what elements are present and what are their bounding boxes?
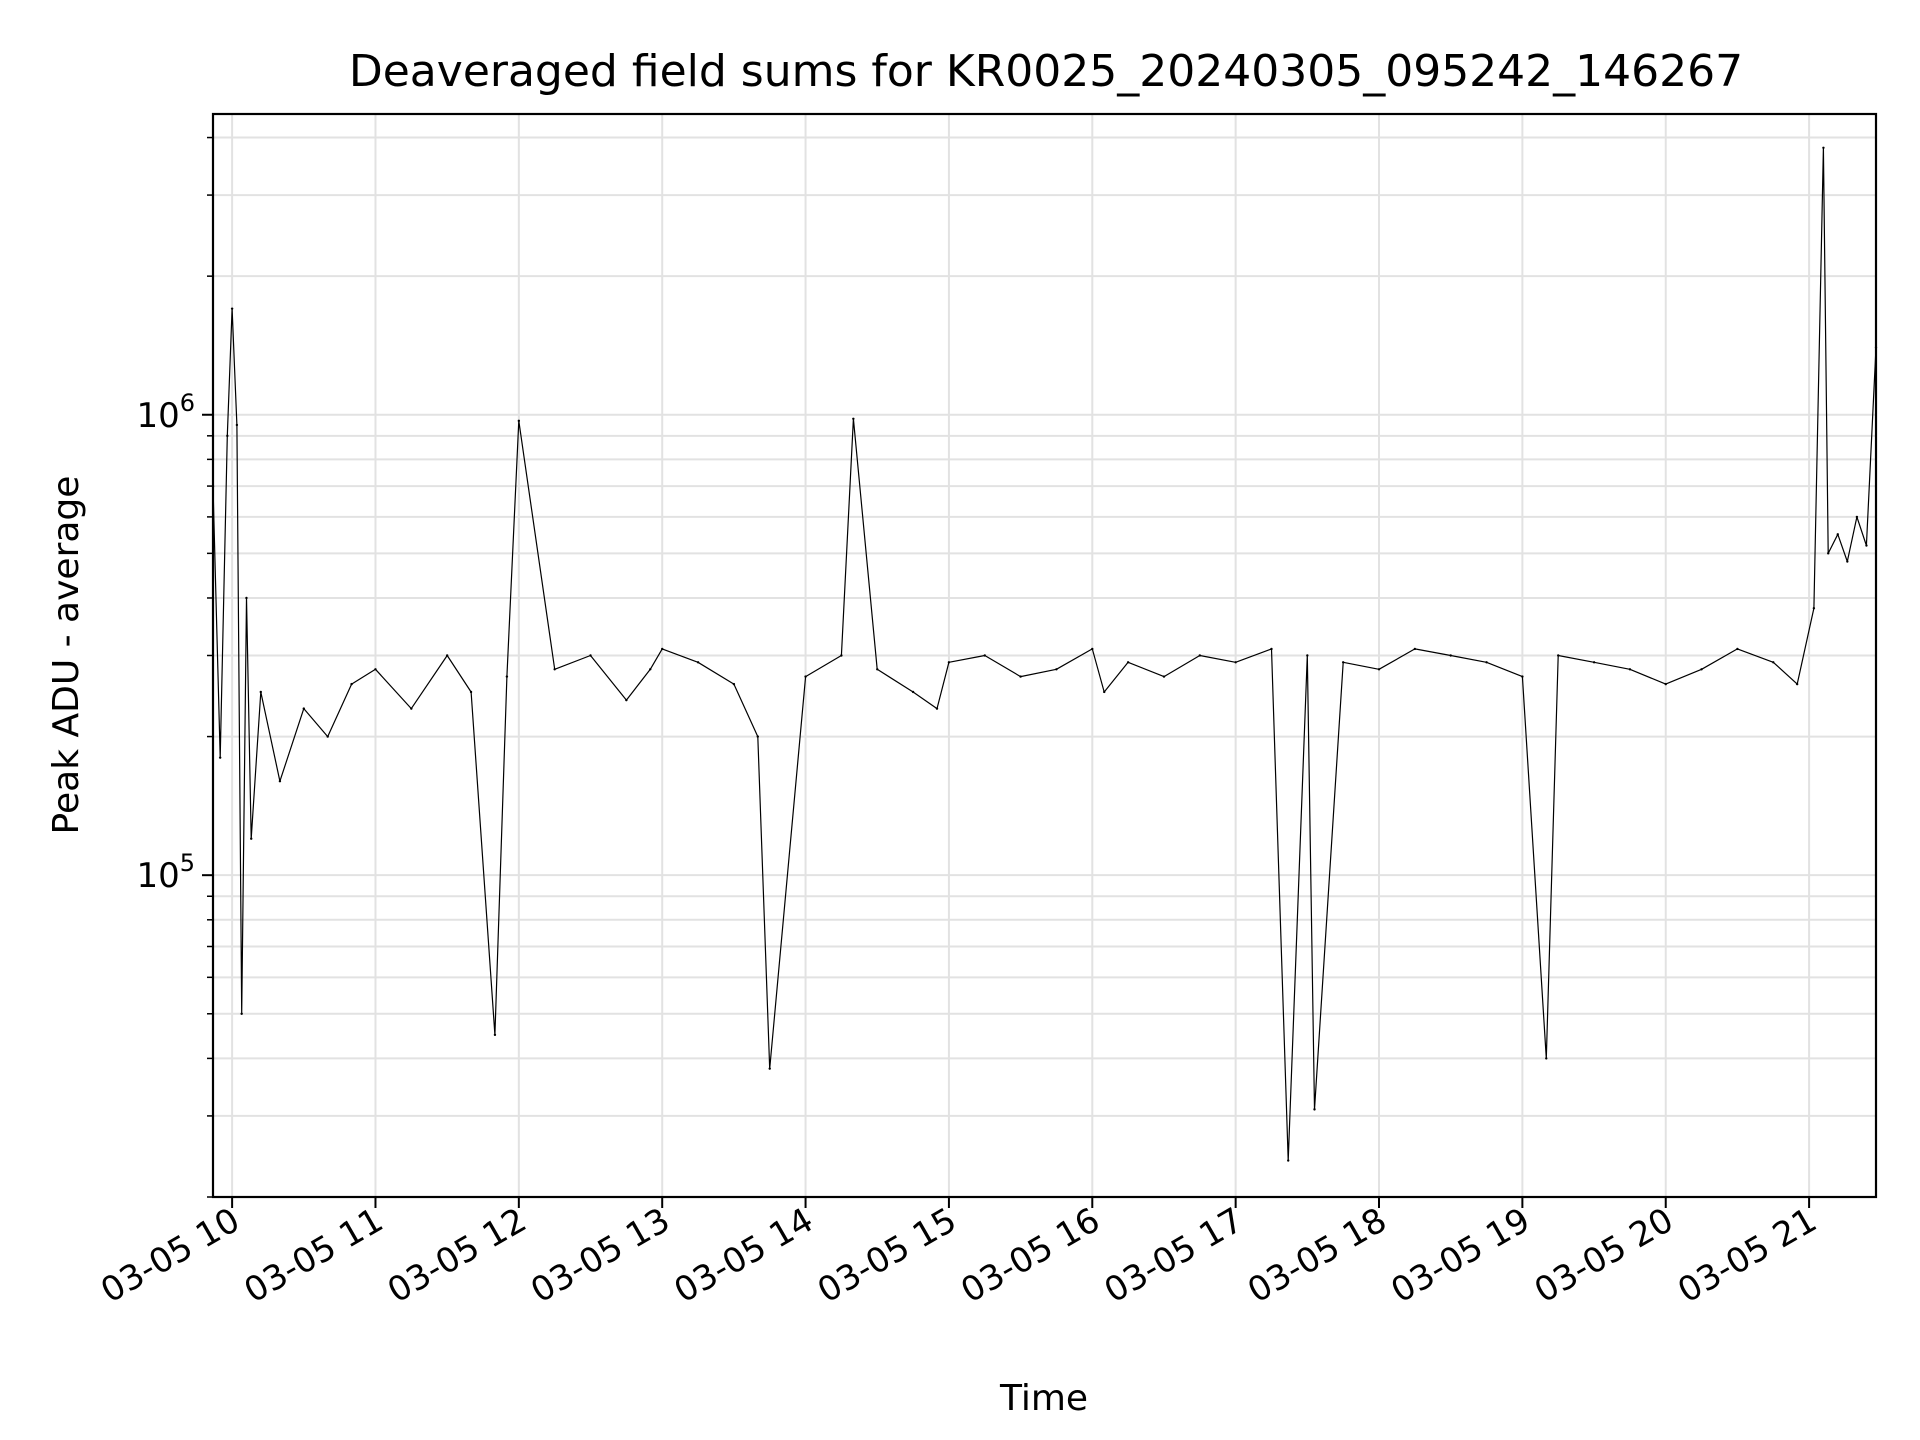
data-point [1855,515,1859,519]
data-point [1772,661,1775,664]
data-point [756,735,759,738]
x-axis-label: Time [999,1378,1088,1419]
data-point [876,668,879,671]
data-point [1846,560,1849,563]
data-point [505,675,509,678]
data-point [1628,668,1632,671]
data-point [1827,552,1830,555]
data-point [840,654,843,657]
data-point [768,1067,771,1070]
data-point [935,707,939,710]
data-point [245,596,248,600]
data-point [469,690,473,694]
data-point [1198,654,1202,657]
data-point [732,682,736,686]
data-point [235,423,239,427]
data-point [493,1033,497,1037]
data-point [1822,146,1825,150]
data-point [1545,1057,1548,1060]
data-point [1736,647,1739,651]
data-point [1377,668,1381,671]
series-line-group [211,146,1878,1162]
data-point [1306,654,1309,657]
data-point [230,307,234,310]
data-point [350,682,353,686]
data-point [1485,661,1488,664]
data-point [517,419,521,423]
y-axis: 105 106 [136,136,213,1198]
data-point [240,1012,243,1015]
data-point [1557,654,1560,657]
data-point [1592,661,1596,664]
data-point [1162,675,1166,678]
data-point [1019,675,1022,678]
data-point [911,690,915,694]
data-point [374,668,377,671]
data-point [302,707,305,710]
data-point [1341,661,1345,664]
grid [213,114,1876,1198]
data-point [947,661,951,664]
chart-title: Deaveraged field sums for KR0025_2024030… [349,46,1743,97]
data-point [1521,675,1524,678]
data-point [804,675,807,678]
data-point [625,698,628,702]
data-point [1091,647,1094,651]
data-point [983,654,986,657]
y-tick-label: 105 [136,849,195,896]
data-point [1313,1108,1316,1111]
y-axis-label: Peak ADU - average [46,476,87,835]
data-point [1795,682,1799,686]
data-point [1270,647,1273,651]
data-point [259,690,262,694]
series-line [212,147,1877,1162]
data-point [1664,682,1667,686]
data-point [1812,607,1816,610]
data-point [553,668,556,671]
data-point [278,779,282,783]
data-point [1413,647,1417,651]
data-point [410,707,413,710]
data-point [1836,533,1839,536]
data-point [1126,661,1130,664]
y-tick-label: 106 [136,389,195,436]
data-point [661,647,664,651]
data-point [1055,668,1058,671]
data-point [1449,654,1452,657]
data-point [589,654,592,657]
data-point [226,434,229,438]
data-point [445,654,449,657]
data-point [250,837,253,840]
data-point [1234,661,1237,664]
data-point [1287,1159,1290,1162]
data-point [1865,544,1868,547]
data-point [649,668,652,671]
data-point [326,735,329,738]
data-point [218,756,222,759]
data-point [696,661,700,664]
data-point [852,417,855,420]
data-point [1103,690,1106,694]
data-point [1700,668,1703,671]
